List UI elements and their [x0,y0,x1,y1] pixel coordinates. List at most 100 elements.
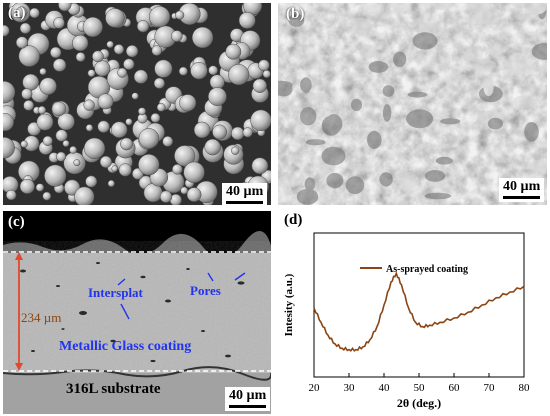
powder-particle [99,155,112,168]
powder-particle [20,140,28,148]
surface-splat [412,32,438,50]
surface-splat [475,59,497,70]
surface-splat [435,156,453,165]
powder-particle [154,59,173,78]
surface-splat [305,139,326,146]
surface-splat [526,3,547,15]
panel-a-scale-text: 40 µm [226,184,264,199]
panel-b-scale-bar: 40 µm [499,178,545,202]
surface-splat [379,172,393,187]
surface-splat [360,44,377,59]
powder-particle [242,127,253,138]
powder-particle [52,58,67,72]
powder-particle [92,50,104,63]
powder-particle [190,62,208,80]
powder-particle [209,74,225,90]
powder-particle [117,67,128,78]
powder-particle [56,151,67,162]
powder-particle [15,36,29,49]
powder-particle [179,94,197,112]
surface-splat [321,146,346,166]
powder-particle [136,20,150,33]
powder-particle [131,92,139,100]
powder-particle [57,112,75,131]
powder-particle [22,73,40,91]
powder-particle [39,77,57,95]
powder-particle [83,137,106,160]
surface-splat [393,51,407,68]
panel-c-scale-text: 40 µm [229,388,267,403]
surface-splat [397,171,419,190]
surface-splat [350,98,363,112]
coating-surface-image [278,3,547,205]
powder-particle [174,145,196,167]
powder-particle [138,128,160,149]
powder-particle [58,3,72,12]
powder-particle [258,59,270,72]
surface-splat [347,163,374,171]
powder-particle [3,137,15,159]
surface-splat [512,95,535,108]
plot-frame [313,232,525,378]
powder-particle [87,69,96,78]
powder-particle [94,60,111,77]
powder-particle [225,43,242,60]
substrate-label: 316L substrate [66,381,161,397]
powder-particle [208,87,227,106]
x-tick-label: 40 [379,382,391,394]
surface-splat [430,3,456,10]
panel-a-scale-bar: 40 µm [222,183,268,205]
surface-splat [382,104,392,122]
powder-particle [123,58,135,70]
powder-particle [50,46,62,59]
cross-section-image [3,211,271,414]
surface-splat [391,3,404,12]
powder-particle [204,138,221,156]
powder-particle [251,157,269,175]
powder-particle [118,163,132,177]
surface-splat [531,43,547,60]
powder-particle [193,121,211,139]
xrd-chart-svg: 20 30 40 50 60 70 80 As-sprayed coating 2θ (de… [283,232,530,410]
powder-particle [183,161,205,183]
surface-splat [358,4,382,15]
powder-particle [175,10,185,20]
powder-particle [83,99,95,111]
powder-particle [150,113,161,123]
surface-splat [304,92,330,101]
powder-particle [125,118,133,126]
surface-splat [440,118,461,125]
powder-particle [97,93,114,110]
x-tick-label: 20 [309,382,321,394]
powder-particle [250,109,271,131]
powder-particle [133,69,148,84]
powder-particle [37,105,47,115]
panel-c-scale-line [229,405,267,408]
powder-particle [85,175,98,188]
surface-splat [471,197,483,205]
surface-splat [288,13,305,27]
powder-particle [21,88,33,100]
powder-particle [42,191,52,201]
powder-particle [5,189,17,201]
surface-splat [368,61,389,73]
powder-particle [51,101,67,117]
powder-particle [39,67,47,76]
powder-particle [212,124,228,140]
powder-particle [42,135,53,146]
powder-particle [105,8,125,28]
powder-particle [125,45,139,58]
surface-splat [424,192,451,200]
panel-c-cross-section: (c) 234 µm Intersplat Pores Metallic Gla… [3,211,271,414]
powder-particle [35,183,45,192]
pores-label: Pores [190,283,221,298]
panel-b-scale-text: 40 µm [503,179,541,194]
powder-particle [186,187,202,202]
powder-particle [3,24,10,37]
powder-particle [3,81,16,104]
legend-label: As-sprayed coating [386,264,468,275]
powder-particle [75,52,86,62]
x-tick-label: 50 [414,382,426,394]
powder-particle [55,129,68,142]
powder-particle [36,113,54,131]
